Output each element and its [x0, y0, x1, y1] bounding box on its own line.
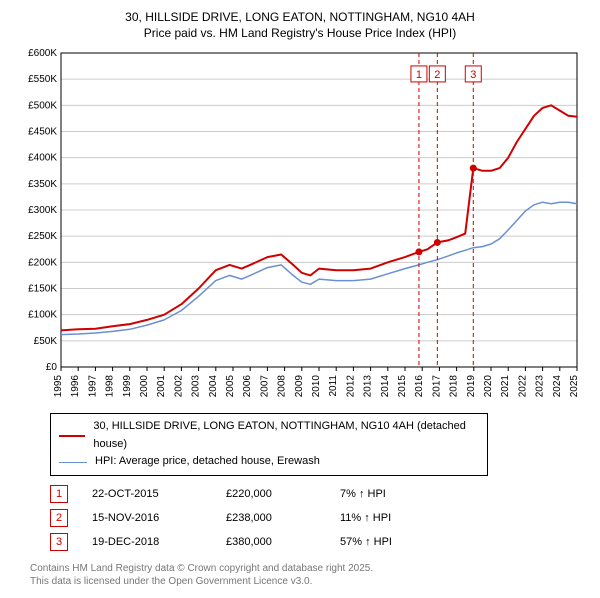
chart-title: 30, HILLSIDE DRIVE, LONG EATON, NOTTINGH…: [10, 10, 590, 41]
svg-text:1: 1: [416, 69, 422, 81]
svg-text:2009: 2009: [294, 375, 305, 398]
svg-text:2006: 2006: [242, 375, 253, 398]
svg-text:£350K: £350K: [28, 179, 57, 190]
svg-text:2021: 2021: [500, 375, 511, 398]
svg-text:£150K: £150K: [28, 284, 57, 295]
sale-marker-3: 3: [50, 533, 68, 551]
svg-text:2016: 2016: [414, 375, 425, 398]
svg-text:2019: 2019: [466, 375, 477, 398]
legend-swatch-price: [59, 435, 85, 437]
svg-text:2014: 2014: [380, 375, 391, 398]
svg-text:£500K: £500K: [28, 101, 57, 112]
svg-text:1995: 1995: [53, 375, 64, 398]
svg-text:2012: 2012: [345, 375, 356, 398]
sales-table: 1 22-OCT-2015 £220,000 7% ↑ HPI 2 15-NOV…: [50, 482, 590, 554]
chart-svg: £0 £50K £100K £150K £200K £250K £300K £350K £400…: [17, 47, 583, 407]
legend-row-hpi: HPI: Average price, detached house, Erew…: [59, 453, 479, 471]
svg-text:2000: 2000: [139, 375, 150, 398]
sale-marker-2: 2: [50, 509, 68, 527]
legend-label-hpi: HPI: Average price, detached house, Erew…: [95, 453, 320, 471]
svg-text:£450K: £450K: [28, 127, 57, 138]
svg-text:1997: 1997: [87, 375, 98, 398]
svg-text:2003: 2003: [191, 375, 202, 398]
attribution-line2: This data is licensed under the Open Gov…: [30, 575, 590, 588]
svg-text:3: 3: [470, 69, 476, 81]
sale-price-1: £220,000: [226, 488, 316, 500]
svg-text:2: 2: [434, 69, 440, 81]
svg-text:1998: 1998: [105, 375, 116, 398]
svg-text:2011: 2011: [328, 375, 339, 397]
svg-text:2022: 2022: [517, 375, 528, 398]
svg-text:2004: 2004: [208, 375, 219, 398]
svg-text:£200K: £200K: [28, 258, 57, 269]
svg-text:2008: 2008: [277, 375, 288, 398]
legend: 30, HILLSIDE DRIVE, LONG EATON, NOTTINGH…: [50, 413, 488, 476]
svg-text:2010: 2010: [311, 375, 322, 398]
svg-text:2015: 2015: [397, 375, 408, 398]
svg-text:1996: 1996: [70, 375, 81, 398]
svg-text:2002: 2002: [173, 375, 184, 398]
svg-text:2017: 2017: [431, 375, 442, 398]
sale-marker-1: 1: [50, 485, 68, 503]
svg-text:£50K: £50K: [34, 336, 58, 347]
legend-label-price: 30, HILLSIDE DRIVE, LONG EATON, NOTTINGH…: [93, 418, 479, 453]
legend-swatch-hpi: [59, 462, 87, 463]
svg-text:£400K: £400K: [28, 153, 57, 164]
svg-text:£0: £0: [46, 362, 58, 373]
sale-pct-3: 57% ↑ HPI: [340, 536, 430, 548]
svg-text:2020: 2020: [483, 375, 494, 398]
attribution: Contains HM Land Registry data © Crown c…: [30, 562, 590, 588]
sale-price-2: £238,000: [226, 512, 316, 524]
sale-pct-2: 11% ↑ HPI: [340, 512, 430, 524]
svg-text:2023: 2023: [535, 375, 546, 398]
title-line1: 30, HILLSIDE DRIVE, LONG EATON, NOTTINGH…: [10, 10, 590, 26]
sale-row-2: 2 15-NOV-2016 £238,000 11% ↑ HPI: [50, 506, 590, 530]
svg-text:2025: 2025: [569, 375, 580, 398]
svg-text:£550K: £550K: [28, 74, 57, 85]
svg-text:2007: 2007: [259, 375, 270, 398]
svg-text:£600K: £600K: [28, 48, 57, 59]
svg-text:1999: 1999: [122, 375, 133, 398]
svg-text:2001: 2001: [156, 375, 167, 398]
svg-text:2005: 2005: [225, 375, 236, 398]
sale-pct-1: 7% ↑ HPI: [340, 488, 430, 500]
svg-text:2024: 2024: [552, 375, 563, 398]
svg-text:2018: 2018: [449, 375, 460, 398]
title-line2: Price paid vs. HM Land Registry's House …: [10, 26, 590, 42]
sale-row-3: 3 19-DEC-2018 £380,000 57% ↑ HPI: [50, 530, 590, 554]
legend-row-price: 30, HILLSIDE DRIVE, LONG EATON, NOTTINGH…: [59, 418, 479, 453]
svg-text:£100K: £100K: [28, 310, 57, 321]
sale-date-2: 15-NOV-2016: [92, 512, 202, 524]
attribution-line1: Contains HM Land Registry data © Crown c…: [30, 562, 590, 575]
svg-text:£300K: £300K: [28, 205, 57, 216]
line-chart: £0 £50K £100K £150K £200K £250K £300K £350K £400…: [17, 47, 583, 407]
svg-text:£250K: £250K: [28, 231, 57, 242]
sale-row-1: 1 22-OCT-2015 £220,000 7% ↑ HPI: [50, 482, 590, 506]
sale-price-3: £380,000: [226, 536, 316, 548]
svg-text:2013: 2013: [363, 375, 374, 398]
sale-date-1: 22-OCT-2015: [92, 488, 202, 500]
sale-date-3: 19-DEC-2018: [92, 536, 202, 548]
